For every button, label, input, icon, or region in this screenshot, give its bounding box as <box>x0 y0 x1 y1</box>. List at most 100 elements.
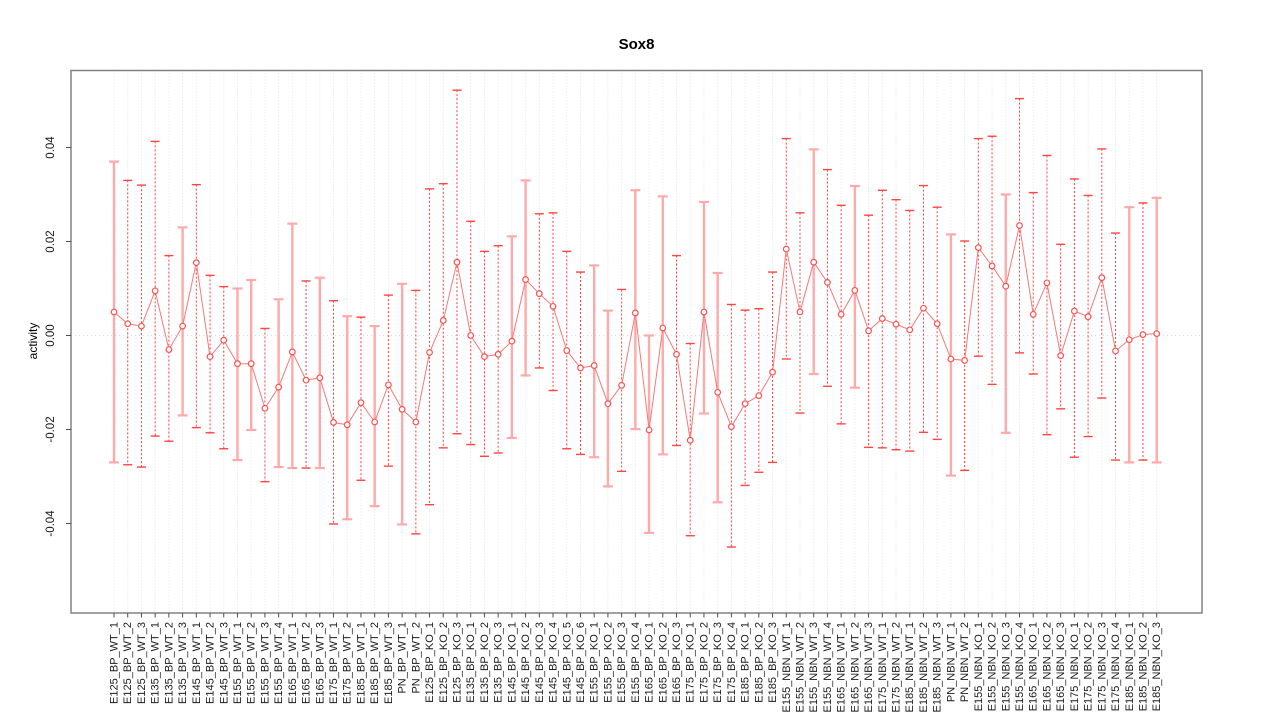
x-tick-label: E155_BP_WT_3 <box>259 622 271 704</box>
x-tick-label: E155_NBN_KO_1 <box>973 622 985 711</box>
y-tick-label: 0.02 <box>45 230 57 252</box>
data-point <box>1029 310 1037 318</box>
data-point <box>439 317 447 324</box>
x-tick-label: E185_BP_KO_1 <box>740 622 752 703</box>
x-tick-label: PN_NBN_WT_2 <box>959 622 971 702</box>
data-point <box>165 346 173 354</box>
plot-border <box>70 69 1203 614</box>
x-tick-label: E155_BP_KO_2 <box>602 622 614 703</box>
data-point <box>206 353 214 361</box>
x-tick-label: E165_BP_WT_3 <box>314 622 326 704</box>
x-tick-label: E175_BP_KO_4 <box>726 622 738 703</box>
data-point <box>1016 222 1023 229</box>
data-point <box>714 388 722 396</box>
data-point <box>275 383 283 391</box>
x-tick-label: E155_BP_KO_3 <box>616 622 628 703</box>
data-point <box>151 287 159 295</box>
data-point <box>933 320 941 328</box>
data-point <box>343 421 351 429</box>
data-point <box>549 302 557 310</box>
data-point <box>1153 330 1161 338</box>
data-point <box>947 355 955 363</box>
y-tick-label: -0.04 <box>45 510 57 537</box>
data-point <box>988 262 996 270</box>
data-point <box>384 381 392 389</box>
data-point <box>138 322 145 330</box>
data-point <box>453 258 461 266</box>
data-point <box>577 364 584 372</box>
data-point <box>220 336 228 344</box>
x-tick-label: E145_BP_WT_2 <box>205 622 217 704</box>
data-point <box>481 353 488 361</box>
x-tick-label: E125_BP_WT_1 <box>109 622 121 704</box>
x-tick-label: E155_NBN_KO_2 <box>987 622 999 711</box>
x-tick-label: E145_BP_KO_3 <box>534 622 546 703</box>
x-tick-label: E135_BP_WT_3 <box>177 622 189 704</box>
y-tick-label: 0.00 <box>45 324 57 346</box>
x-tick-label: E185_NBN_KO_1 <box>1124 622 1136 711</box>
x-tick-label: E125_BP_WT_2 <box>122 622 134 704</box>
x-tick-label: E135_BP_WT_2 <box>163 622 175 704</box>
x-tick-label: E145_BP_KO_1 <box>506 622 518 703</box>
x-tick-label: E165_BP_KO_1 <box>644 622 656 703</box>
data-point <box>302 376 310 384</box>
x-tick-label: E135_BP_KO_2 <box>479 622 491 703</box>
data-point <box>1125 336 1133 344</box>
data-point <box>645 426 653 434</box>
x-tick-label: E185_BP_KO_2 <box>753 622 765 703</box>
x-tick-label: E175_NBN_KO_1 <box>1069 622 1081 711</box>
data-point <box>837 310 845 318</box>
x-tick-label: E145_BP_KO_5 <box>561 622 573 703</box>
x-tick-label: E125_BP_KO_1 <box>424 622 436 703</box>
x-tick-label: E175_NBN_KO_2 <box>1083 622 1095 711</box>
x-tick-label: E155_NBN_WT_2 <box>794 622 806 713</box>
data-point <box>782 245 790 253</box>
data-point <box>700 308 708 316</box>
x-tick-label: E175_BP_KO_3 <box>712 622 724 703</box>
data-point <box>673 350 680 358</box>
x-tick-label: E185_NBN_KO_2 <box>1137 622 1149 711</box>
x-tick-label: E165_NBN_KO_1 <box>1028 622 1040 711</box>
data-point <box>865 327 872 335</box>
x-tick-label: E145_BP_WT_1 <box>191 622 203 704</box>
x-tick-label: E185_NBN_WT_1 <box>904 622 916 713</box>
data-point <box>1043 279 1051 287</box>
x-tick-label: E165_BP_KO_2 <box>657 622 669 703</box>
x-tick-label: E155_BP_KO_4 <box>630 622 642 703</box>
data-point <box>604 400 612 408</box>
data-point <box>961 357 969 364</box>
x-tick-label: E165_BP_WT_2 <box>301 622 313 704</box>
x-tick-label: E145_BP_KO_2 <box>520 622 532 703</box>
data-point <box>824 278 831 286</box>
x-tick-label: E175_NBN_WT_1 <box>877 622 889 713</box>
x-tick-label: E155_BP_WT_1 <box>232 622 244 704</box>
data-point <box>522 276 529 283</box>
x-tick-label: E165_BP_WT_1 <box>287 622 299 704</box>
data-point <box>686 436 694 444</box>
x-tick-label: E185_BP_WT_3 <box>383 622 395 704</box>
x-tick-label: E165_NBN_WT_2 <box>849 622 861 713</box>
x-tick-label: E175_NBN_WT_2 <box>891 622 903 713</box>
x-tick-label: E165_NBN_WT_3 <box>863 622 875 713</box>
chart-title: Sox8 <box>618 36 655 53</box>
x-tick-label: E175_BP_WT_1 <box>328 622 340 704</box>
data-point <box>508 337 516 345</box>
x-tick-label: E165_NBN_WT_1 <box>836 622 848 713</box>
x-tick-label: E175_BP_KO_2 <box>698 622 710 703</box>
data-point <box>631 309 639 317</box>
data-point <box>1070 307 1078 315</box>
data-point <box>920 304 927 312</box>
data-point <box>796 308 804 316</box>
data-point <box>398 405 406 413</box>
data-point <box>618 381 626 389</box>
data-point <box>1139 331 1147 338</box>
x-tick-label: E145_BP_WT_3 <box>218 622 230 704</box>
x-tick-label: E175_NBN_KO_4 <box>1110 622 1122 711</box>
data-point <box>1098 274 1106 282</box>
data-point <box>316 374 324 382</box>
x-tick-label: E155_NBN_WT_3 <box>808 622 820 713</box>
data-point <box>659 324 667 332</box>
x-tick-label: E145_BP_KO_4 <box>548 622 560 703</box>
data-point <box>974 244 982 252</box>
data-point <box>467 332 475 339</box>
